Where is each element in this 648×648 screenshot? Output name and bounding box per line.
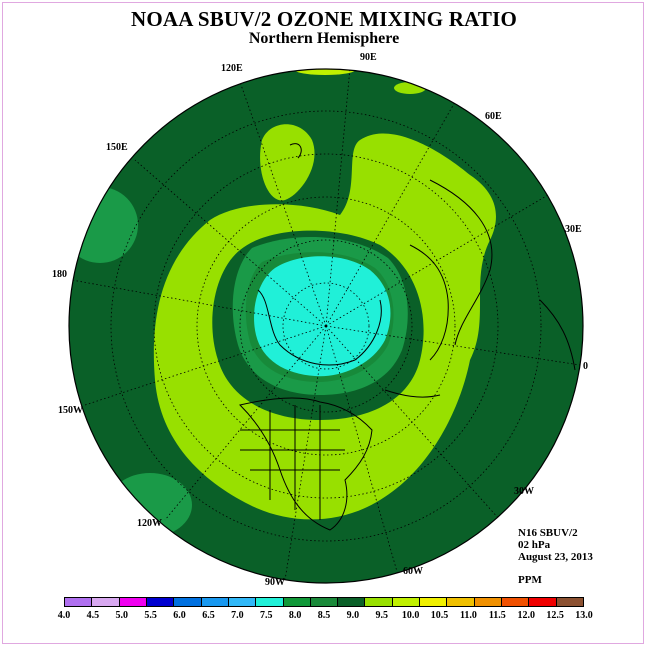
lon-label-0: 0 [583, 361, 588, 372]
colorbar-cell-12 [392, 598, 421, 606]
latitude-circles [110, 110, 542, 542]
colorbar-cell-0 [65, 598, 93, 606]
lon-label-90e: 90E [360, 52, 377, 63]
units-label: PPM [518, 574, 542, 586]
colorbar-cell-13 [420, 598, 448, 606]
colorbar-tick-label: 11.0 [459, 610, 477, 621]
lon-label-60w: 60W [403, 566, 423, 577]
map-title: NOAA SBUV/2 OZONE MIXING RATIO [131, 7, 517, 31]
colorbar-tick-label: 9.5 [375, 610, 389, 621]
colorbar-cell-7 [256, 598, 284, 606]
contour-blob-north [394, 82, 426, 94]
lon-label-90w: 90W [265, 577, 285, 588]
colorbar-tick-label: 12.5 [546, 610, 564, 621]
map-boundary [68, 68, 584, 584]
colorbar-tick-label: 5.5 [144, 610, 157, 621]
colorbar-tick-label: 4.5 [86, 610, 100, 621]
lon-label-120e: 120E [221, 63, 243, 74]
lon-label-150w: 150W [58, 405, 83, 416]
colorbar-tick-label: 12.0 [517, 610, 535, 621]
colorbar-cell-1 [92, 598, 120, 606]
colorbar-cell-10 [338, 598, 366, 606]
coastlines [239, 143, 576, 531]
lon-label-30e: 30E [565, 224, 582, 235]
colorbar-tick-label: 4.0 [57, 610, 71, 621]
colorbar-cell-16 [502, 598, 530, 606]
colorbar-tick-label: 7.0 [231, 610, 244, 621]
map-subtitle: Northern Hemisphere [248, 30, 400, 47]
colorbar-cell-14 [447, 598, 475, 606]
lon-label-30w: 30W [514, 486, 534, 497]
pressure-level-label: 02 hPa [518, 539, 551, 551]
colorbar-tick-label: 8.0 [288, 610, 302, 621]
colorbar-tick-label: 10.5 [430, 610, 449, 621]
colorbar [64, 597, 584, 607]
colorbar-tick-label: 7.5 [259, 610, 273, 621]
lon-label-180: 180 [52, 269, 67, 280]
colorbar-cell-4 [174, 598, 202, 606]
contour-8-center [254, 256, 391, 377]
colorbar-cell-2 [119, 598, 147, 606]
colorbar-tick-label: 9.0 [346, 610, 360, 621]
lon-label-60e: 60E [485, 111, 502, 122]
colorbar-cell-5 [201, 598, 229, 606]
colorbar-tick-label: 5.0 [115, 610, 129, 621]
contour-lobe-upper-left [260, 124, 315, 201]
lon-label-150e: 150E [106, 142, 128, 153]
colorbar-cell-18 [556, 598, 583, 606]
colorbar-cell-17 [529, 598, 557, 606]
contour-edge-north [295, 69, 355, 75]
colorbar-cell-9 [310, 598, 339, 606]
meridians [71, 69, 581, 581]
colorbar-cell-8 [283, 598, 311, 606]
colorbar-cell-11 [365, 598, 393, 606]
colorbar-tick-label: 11.5 [488, 610, 506, 621]
colorbar-tick-label: 8.5 [317, 610, 331, 621]
lon-label-120w: 120W [137, 518, 162, 529]
colorbar-tick-label: 6.5 [202, 610, 215, 621]
colorbar-cell-6 [228, 598, 257, 606]
colorbar-cell-15 [474, 598, 502, 606]
colorbar-tick-label: 13.0 [575, 610, 593, 621]
date-label: August 23, 2013 [518, 551, 593, 563]
contour-blob-west [69, 187, 138, 263]
instrument-label: N16 SBUV/2 [518, 527, 578, 539]
colorbar-cell-3 [146, 598, 175, 606]
colorbar-tick-label: 6.0 [173, 610, 186, 621]
colorbar-tick-label: 10.0 [401, 610, 420, 621]
